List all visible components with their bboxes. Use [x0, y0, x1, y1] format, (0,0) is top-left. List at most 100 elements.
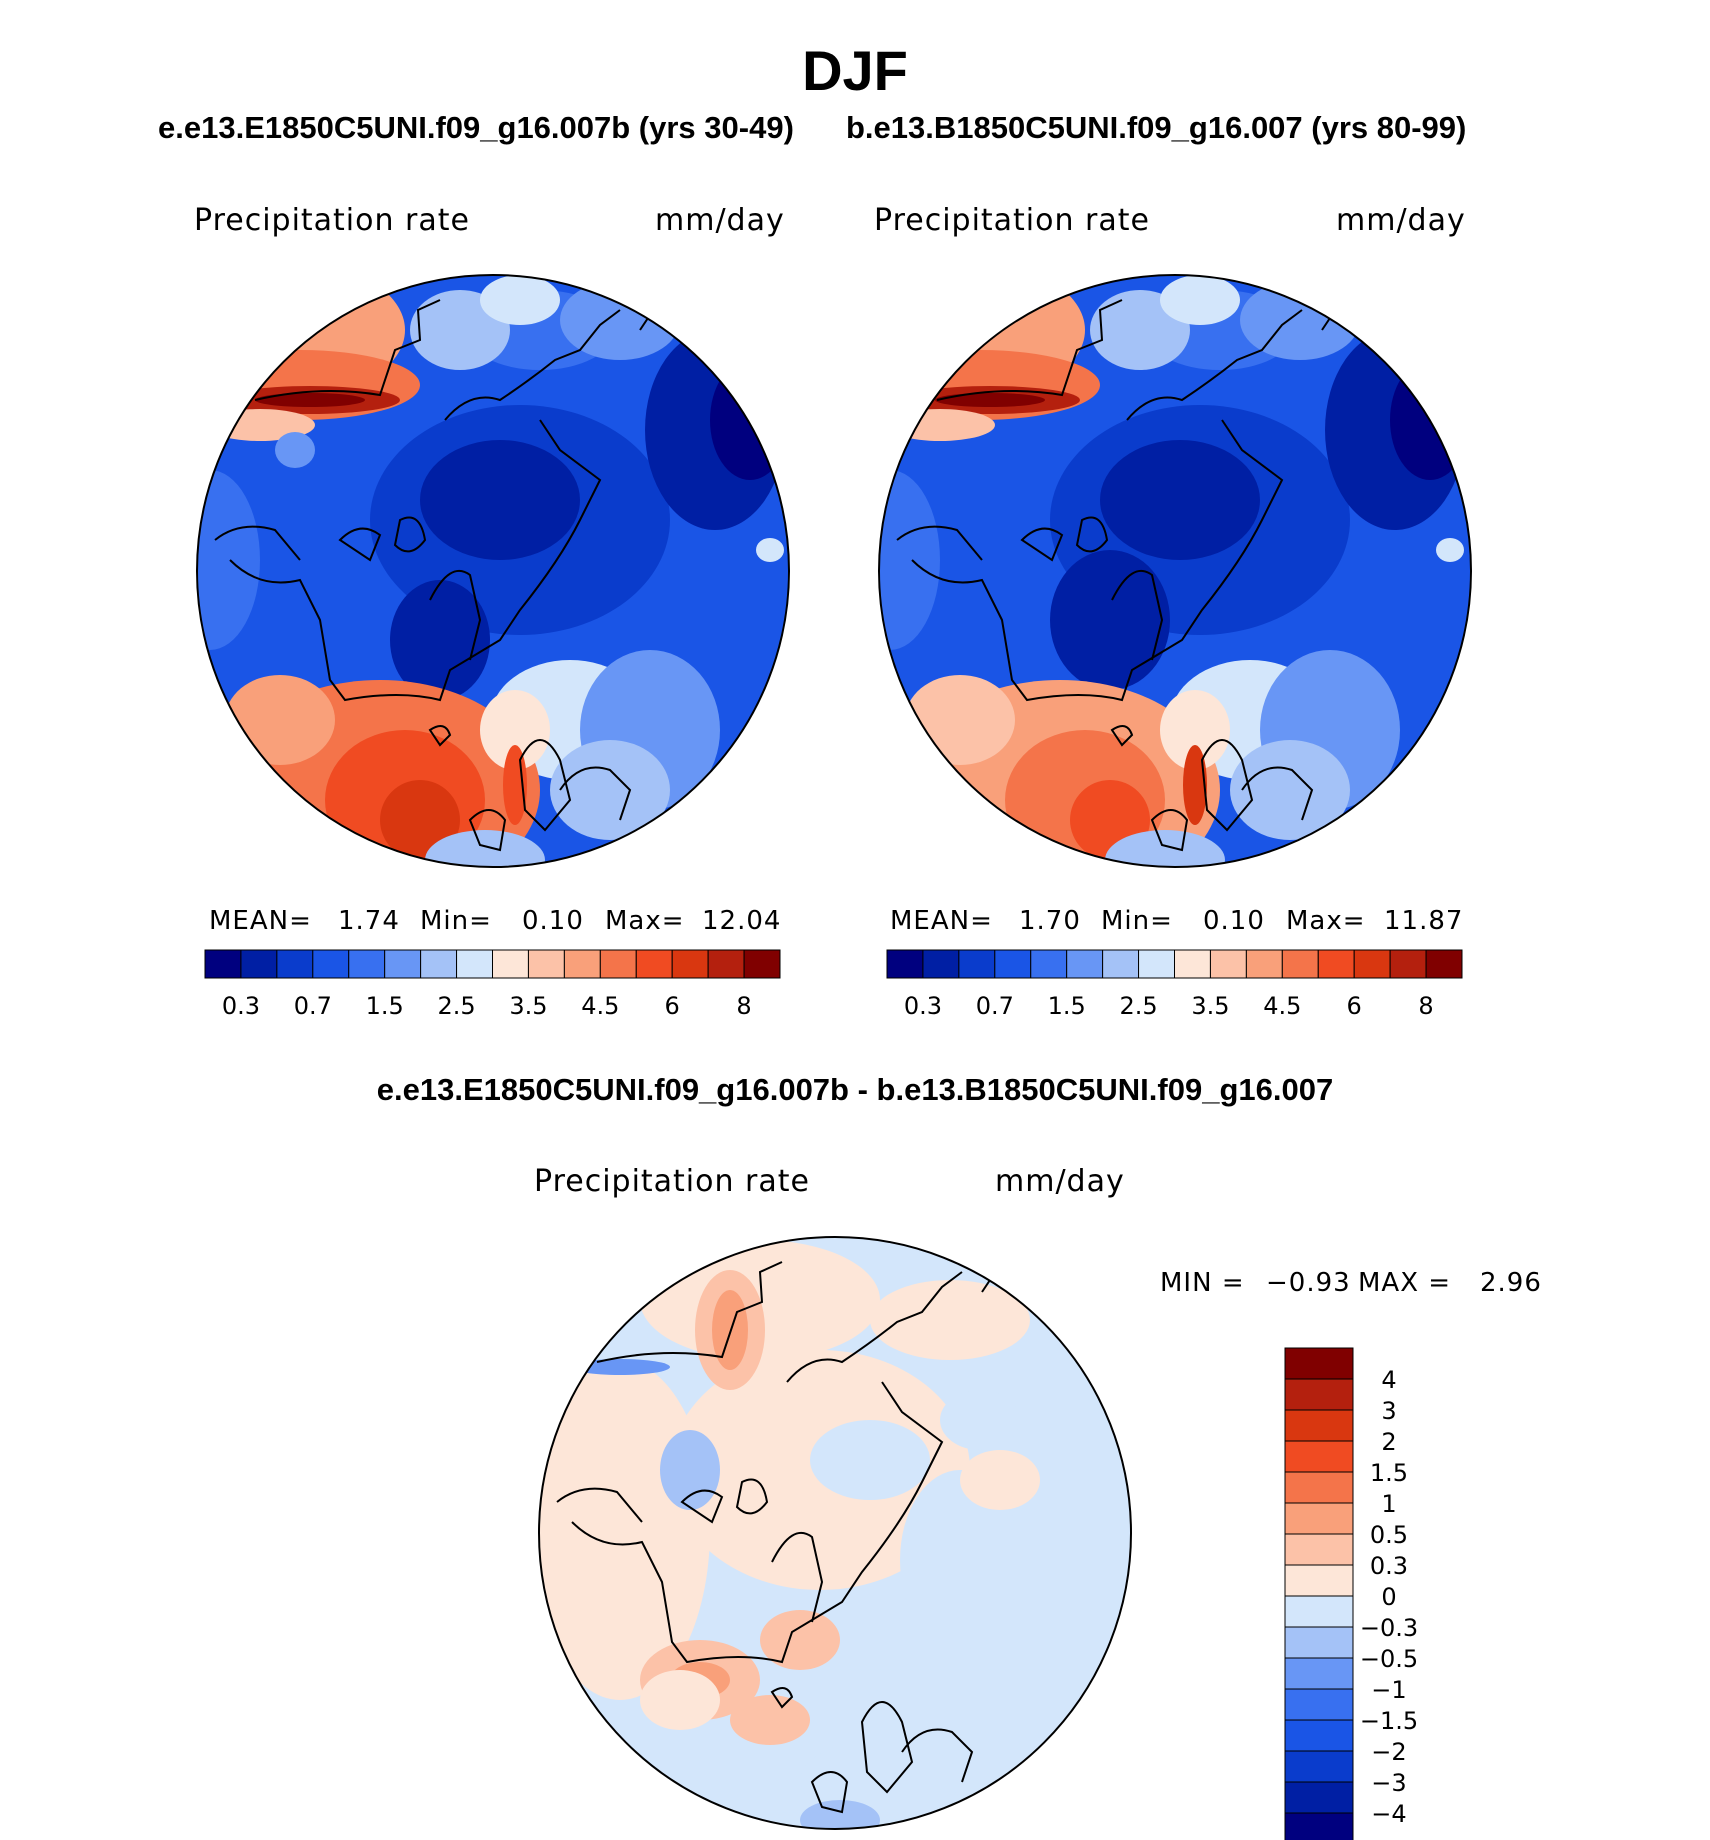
panel2-colorbar-tick-label: 0.3: [904, 992, 942, 1020]
panel3-colorbar-box: [1284, 1564, 1354, 1597]
panel3-max-label: MAX =: [1358, 1268, 1452, 1298]
panel3-max-value: 2.96: [1480, 1268, 1542, 1298]
panel2-colorbar-box: [1174, 949, 1211, 979]
panel3-colorbar: 4 3 2 1.5 1 0.5 0.3 0 −0.3 −0.5 −1 −1.5 −2 −3 −4: [1284, 1347, 1418, 1840]
panel3-colorbar-box: [1284, 1750, 1354, 1783]
panel3-colorbar-tick-label: −1.5: [1360, 1707, 1418, 1735]
panel2-colorbar-box: [1353, 949, 1391, 979]
panel3-colorbar-box: [1284, 1378, 1354, 1411]
panel2-colorbar-box: [1209, 949, 1247, 979]
panel3-colorbar-tick-label: −1: [1371, 1676, 1406, 1704]
panel3-colorbar-tick-label: 0.5: [1370, 1521, 1408, 1549]
panel2-colorbar-box: [1425, 949, 1463, 979]
panel3-map-border: [538, 1236, 1132, 1830]
panel3-colorbar-box: [1284, 1812, 1354, 1840]
panel2-mean-label: MEAN=: [890, 906, 993, 936]
panel2-colorbar-box: [1245, 949, 1283, 979]
panel2-min-label: Min=: [1101, 906, 1173, 936]
panel3-colorbar-box: [1284, 1595, 1354, 1628]
panel1-map: [197, 275, 789, 867]
panel2-colorbar-box: [1138, 949, 1175, 979]
diff-title: e.e13.E1850C5UNI.f09_g16.007b - b.e13.B1…: [376, 1072, 1334, 1107]
panel3-colorbar-tick-label: −0.3: [1360, 1614, 1418, 1642]
panel1-mean-value: 1.74: [338, 906, 400, 936]
case-title-left: e.e13.E1850C5UNI.f09_g16.007b (yrs 30-49…: [158, 110, 794, 145]
panel1-colorbar-tick-label: 2.5: [437, 992, 475, 1020]
panel2-colorbar-tick-label: 6: [1347, 992, 1362, 1020]
panel2-max-label: Max=: [1286, 906, 1366, 936]
panel1-colorbar-box: [276, 949, 314, 979]
panel1-units-label: mm/day: [655, 203, 785, 238]
panel3-colorbar-tick-label: −2: [1371, 1738, 1406, 1766]
panel1-colorbar-box: [240, 949, 278, 979]
panel1-colorbar-box: [743, 949, 781, 979]
panel3-colorbar-tick-label: 2: [1381, 1428, 1396, 1456]
panel3-colorbar-box: [1284, 1719, 1354, 1752]
case-title-right: b.e13.B1850C5UNI.f09_g16.007 (yrs 80-99): [846, 110, 1467, 145]
panel1-colorbar-box: [492, 949, 529, 979]
panel1-colorbar-box: [312, 949, 350, 979]
panel1-colorbar-tick-label: 1.5: [366, 992, 404, 1020]
panel3-colorbar-box: [1284, 1533, 1354, 1566]
panel2-colorbar-tick-label: 2.5: [1119, 992, 1157, 1020]
panel1-colorbar-tick-label: 6: [665, 992, 680, 1020]
panel2-colorbar-tick-label: 8: [1418, 992, 1433, 1020]
panel3-colorbar-tick-label: 0: [1381, 1583, 1396, 1611]
panel1-colorbar-box: [420, 949, 458, 979]
panel1-colorbar-box: [456, 949, 493, 979]
panel2-variable-label: Precipitation rate: [874, 203, 1150, 238]
panel2-colorbar-box: [922, 949, 960, 979]
panel1-colorbar-box: [563, 949, 601, 979]
panel3-colorbar-tick-label: 0.3: [1370, 1552, 1408, 1580]
panel1-colorbar-tick-label: 0.3: [222, 992, 260, 1020]
panel2-min-value: 0.10: [1203, 906, 1265, 936]
panel3-colorbar-tick-label: 4: [1381, 1366, 1396, 1394]
figure-title: DJF: [802, 39, 908, 102]
panel1-mean-label: MEAN=: [209, 906, 312, 936]
panel3-colorbar-tick-label: 1.5: [1370, 1459, 1408, 1487]
panel3-variable-label: Precipitation rate: [534, 1164, 810, 1199]
panel2-colorbar-tick-label: 0.7: [976, 992, 1014, 1020]
panel1-colorbar: 0.3 0.7 1.5 2.5 3.5 4.5 6 8: [204, 949, 781, 1020]
panel2-colorbar-box: [886, 949, 924, 979]
panel1-colorbar-box: [599, 949, 637, 979]
panel2-colorbar-tick-label: 4.5: [1263, 992, 1301, 1020]
panel3-colorbar-box: [1284, 1440, 1354, 1473]
panel1-colorbar-tick-label: 4.5: [581, 992, 619, 1020]
panel3-colorbar-box: [1284, 1409, 1354, 1442]
panel2-colorbar-tick-label: 1.5: [1048, 992, 1086, 1020]
panel3-colorbar-tick-label: 3: [1381, 1397, 1396, 1425]
panel2-units-label: mm/day: [1336, 203, 1466, 238]
panel1-min-value: 0.10: [522, 906, 584, 936]
panel1-colorbar-box: [204, 949, 242, 979]
panel3-units-label: mm/day: [995, 1164, 1125, 1199]
panel1-min-label: Min=: [420, 906, 492, 936]
panel2-max-value: 11.87: [1384, 906, 1464, 936]
panel2-colorbar-box: [1389, 949, 1427, 979]
panel2-colorbar-box: [1030, 949, 1068, 979]
panel2-coastlines: [896, 288, 1463, 852]
panel2-colorbar-box: [1317, 949, 1355, 979]
panel2-colorbar: 0.3 0.7 1.5 2.5 3.5 4.5 6 8: [886, 949, 1463, 1020]
panel1-map-border: [196, 274, 790, 868]
panel3-colorbar-tick-label: −4: [1371, 1800, 1406, 1828]
panel2-map: [879, 275, 1471, 867]
panel1-colorbar-box: [348, 949, 386, 979]
panel2-colorbar-box: [1281, 949, 1319, 979]
panel1-colorbar-box: [635, 949, 673, 979]
panel3-colorbar-box: [1284, 1502, 1354, 1535]
panel2-colorbar-box: [994, 949, 1032, 979]
panel3-colorbar-box: [1284, 1471, 1354, 1504]
panel3-min-value: −0.93: [1266, 1268, 1351, 1298]
panel1-variable-label: Precipitation rate: [194, 203, 470, 238]
panel2-colorbar-box: [958, 949, 996, 979]
panel3-colorbar-box: [1284, 1626, 1354, 1659]
panel3-map: [539, 1237, 1131, 1829]
panel1-colorbar-box: [671, 949, 709, 979]
panel3-min-label: MIN =: [1160, 1268, 1245, 1298]
panel3-colorbar-box: [1284, 1347, 1354, 1380]
panel3-colorbar-box: [1284, 1688, 1354, 1721]
panel2-colorbar-box: [1066, 949, 1104, 979]
panel1-colorbar-tick-label: 8: [736, 992, 751, 1020]
